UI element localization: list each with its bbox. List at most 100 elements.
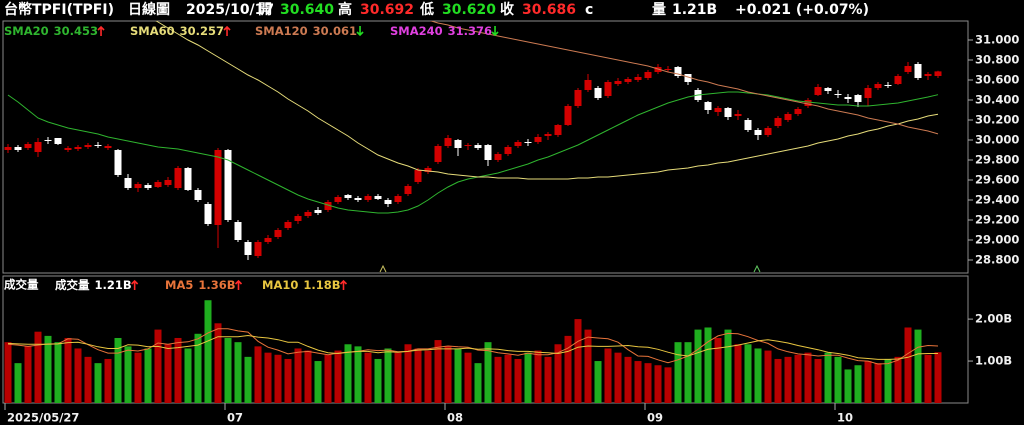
y-tick-label: 28.800 [975,253,1019,267]
volume-bar [394,352,402,403]
candle-body [564,106,572,125]
volume-bar [34,331,42,403]
volume-bar [244,356,252,403]
volume-plot [4,300,942,403]
candle-body [864,88,872,98]
ma-line [7,334,938,360]
volume-bar [24,346,32,403]
volume-bar [104,358,112,403]
x-tick-label: 10 [837,411,853,425]
candle-body [244,242,252,255]
candle-body [424,168,432,172]
candle-body [624,79,632,82]
candle-body [134,184,142,188]
candle-body [94,145,102,146]
y-tick-label: 29.000 [975,233,1019,247]
candle-body [84,145,92,147]
ma-line [7,91,939,214]
candle-body [924,74,932,76]
volume-bar [504,354,512,403]
volume-bar [464,352,472,403]
candle-body [124,178,132,188]
volume-bar [934,352,942,403]
volume-bar [844,369,852,403]
volume-bar [324,354,332,403]
candle-body [914,64,922,78]
candle-body [64,148,72,150]
volume-bar [684,342,692,403]
candle-body [574,90,582,106]
x-tick-label: 08 [447,411,463,425]
trend-arrow [223,25,231,36]
volume-bar [304,350,312,403]
candle-body [454,140,462,148]
header-item: 30.640 [280,2,334,18]
legend-name: MA5 [165,278,193,292]
candle-body [414,170,422,182]
candle-body [214,150,222,225]
volume-bar [904,327,912,403]
volume-bar [494,356,502,403]
header-item: 量 [652,2,666,18]
volume-bar [144,348,152,403]
volume-bar [234,342,242,403]
legend-entry: MA5 1.36B [165,278,236,292]
legend-name: SMA20 [4,24,49,38]
price-pane [2,20,969,274]
volume-bar [554,344,562,403]
candle-body [754,130,762,135]
y-tick-label: 29.200 [975,213,1019,227]
legend-name: SMA120 [255,24,308,38]
y-tick-label: 29.600 [975,173,1019,187]
volume-bar [74,348,82,403]
candle-body [24,144,32,148]
volume-bar [84,356,92,403]
candle-body [714,108,722,112]
volume-bar [354,346,362,403]
header-item: 1.21B [672,2,717,18]
header-item: 高 [338,1,352,18]
volume-bar [474,363,482,403]
volume-bar [854,365,862,403]
candle-body [34,142,42,152]
candle-body [284,222,292,228]
volume-bar [924,354,932,403]
volume-bar [914,329,922,403]
candle-body [664,69,672,70]
volume-bar [834,356,842,403]
legend-entry: 成交量 1.21B [55,278,132,292]
header-item: 收 [500,1,515,18]
candle-body [354,198,362,200]
volume-bar [344,344,352,403]
volume-bar [644,363,652,403]
candle-body [374,196,382,199]
candle-body [524,142,532,143]
volume-bar [614,352,622,403]
candle-body [264,238,272,242]
volume-bar [874,363,882,403]
candle-body [784,114,792,120]
header-item: 2025/10/17 [186,2,274,18]
legend-entry: SMA240 31.376 [390,24,492,38]
trend-arrow [491,26,499,37]
candle-body [394,196,402,202]
ma-line [155,21,939,180]
volume-bar [204,300,212,403]
trend-arrow [356,26,364,37]
volume-bar [634,361,642,403]
candle-body [804,100,812,106]
legend-name: SMA60 [130,24,175,38]
header-item: 日線圖 [128,1,170,18]
candle-body [824,88,832,91]
axes: 台幣TPFI(TPFI) 日線圖 2025/10/17開 30.640 高 30.692 低… [4,1,1019,425]
volume-bar [54,342,62,403]
candle-body [274,230,282,237]
candle-body [4,147,12,150]
header-item: +0.021 (+0.07%) [735,2,869,18]
volume-bar [754,348,762,403]
legend-name: 成交量 [55,278,90,292]
candle-body [44,140,52,141]
candle-body [234,222,242,240]
candle-body [434,146,442,162]
